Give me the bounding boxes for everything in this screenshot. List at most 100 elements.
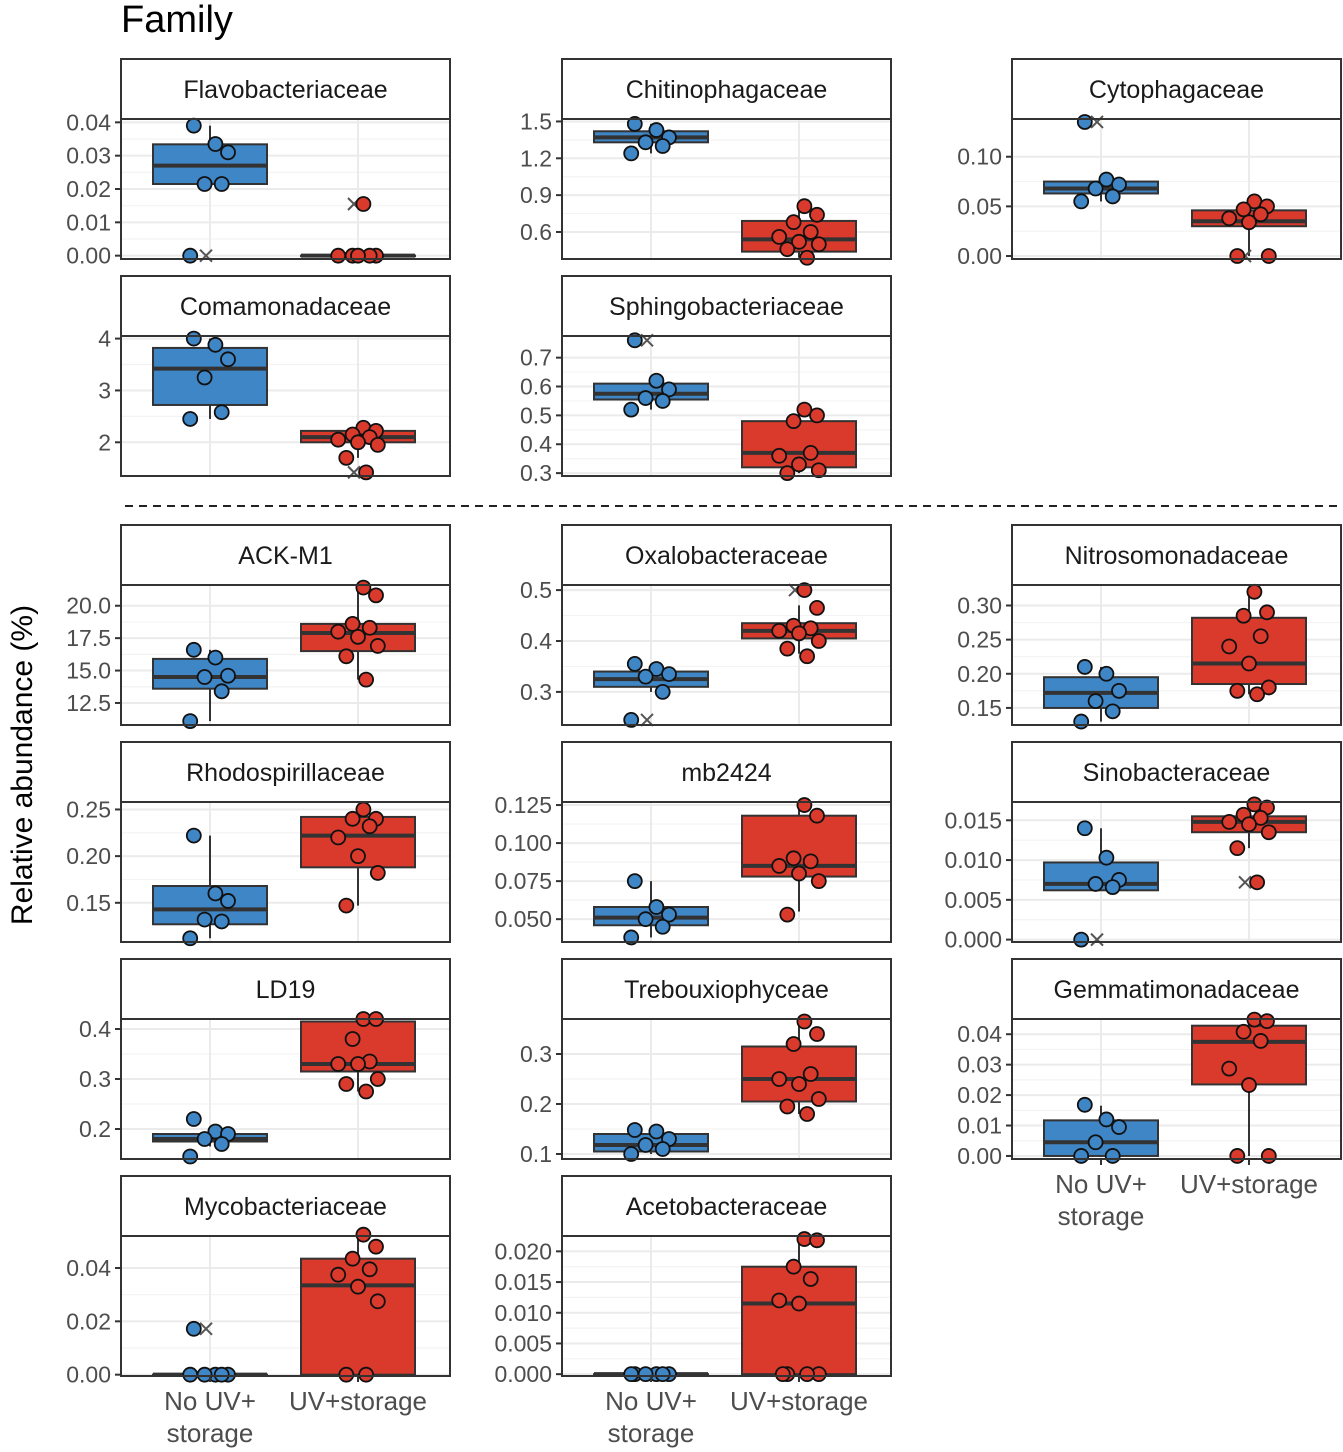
y-tick-label: 0.02: [66, 176, 111, 202]
data-point: [623, 712, 640, 728]
data-point: [1076, 1096, 1093, 1113]
data-point: [802, 853, 819, 870]
plot-background: [562, 585, 891, 725]
data-point: [626, 656, 643, 672]
x-tick-label: storage: [608, 1418, 695, 1448]
y-tick-label: 0.15: [957, 695, 1002, 721]
y-tick-label: 0.6: [520, 219, 552, 245]
facet-title: mb2424: [681, 759, 771, 787]
facet-panel: Trebouxiophyceae 0.1 0.2 0.3: [520, 958, 892, 1167]
y-tick-label: 0.04: [66, 1255, 111, 1281]
data-point: [350, 1056, 366, 1072]
data-point: [369, 1071, 386, 1087]
y-tick-label: 0.3: [520, 1041, 552, 1067]
x-tick-label: UV+storage: [730, 1386, 868, 1416]
data-point: [771, 858, 788, 874]
data-point: [1073, 713, 1090, 730]
data-point: [207, 136, 224, 152]
data-point: [1073, 931, 1090, 948]
data-point: [626, 116, 643, 132]
panel-border: [1011, 1018, 1342, 1160]
y-tick-label: 0.02: [66, 1308, 111, 1334]
data-point: [1252, 206, 1269, 223]
facet-title: ACK-M1: [238, 542, 332, 570]
data-point: [810, 462, 827, 479]
data-point: [1229, 1148, 1246, 1164]
y-axis-label: Relative abundance (%): [6, 605, 39, 925]
y-tick-label: 0.03: [66, 143, 111, 169]
y-tick-label: 0.000: [944, 927, 1002, 953]
y-tick-label: 0.4: [79, 1016, 111, 1042]
facet-panel: Sinobacteraceae 0.000 0.005 0.010 0.015: [944, 741, 1342, 953]
data-point: [1087, 693, 1104, 709]
data-point: [369, 436, 386, 453]
data-point: [1260, 248, 1277, 264]
data-point: [1087, 1134, 1104, 1151]
data-point: [1098, 665, 1115, 682]
data-point: [654, 393, 671, 409]
box: [1191, 616, 1307, 686]
data-point: [330, 623, 347, 640]
data-point: [661, 666, 677, 682]
data-point: [196, 369, 213, 386]
data-point: [1241, 1077, 1257, 1093]
data-point: [1111, 682, 1127, 699]
data-point: [1241, 214, 1257, 231]
facet-title: Sinobacteraceae: [1083, 759, 1271, 787]
data-point: [637, 1137, 654, 1153]
data-point: [799, 648, 815, 665]
data-point: [361, 619, 378, 636]
facet-title: Trebouxiophyceae: [624, 976, 829, 1004]
facet-strip: [120, 1175, 451, 1237]
data-point: [1104, 1148, 1121, 1164]
data-point: [791, 625, 807, 642]
data-point: [810, 873, 827, 890]
data-point: [1229, 248, 1246, 264]
data-point: [1241, 816, 1257, 833]
data-point: [802, 224, 819, 240]
data-point: [368, 1238, 384, 1255]
facet-panel: ACK-M1 12.5 15.0 17.5 20.0: [66, 524, 451, 730]
facet-strip: [561, 524, 892, 586]
data-point: [1252, 628, 1269, 645]
data-point: [1260, 679, 1277, 696]
panel-border: [120, 801, 451, 943]
data-point: [185, 1320, 202, 1337]
box: [741, 1265, 857, 1376]
data-point: [809, 807, 825, 824]
data-point: [182, 713, 199, 730]
panel-border: [1011, 118, 1342, 260]
y-tick-label: 0.02: [957, 1082, 1002, 1108]
y-tick-label: 0.2: [520, 1091, 552, 1117]
data-point: [1221, 638, 1238, 655]
data-point: [182, 411, 199, 427]
data-point: [350, 628, 366, 645]
y-tick-label: 0.6: [520, 374, 552, 400]
panel-border: [120, 1018, 451, 1160]
data-point: [785, 1258, 802, 1275]
y-tick-label: 0.01: [957, 1113, 1002, 1139]
data-point: [779, 1098, 796, 1115]
data-point: [330, 431, 347, 448]
data-point: [369, 638, 386, 654]
y-tick-label: 12.5: [66, 690, 111, 716]
data-point: [648, 899, 665, 915]
data-point: [809, 206, 825, 223]
y-tick-label: 0.00: [66, 1362, 111, 1388]
data-point: [1104, 703, 1121, 720]
data-point: [623, 1366, 640, 1383]
panel-border: [561, 118, 892, 260]
facet-title: Cytophagaceae: [1089, 76, 1264, 104]
data-point: [771, 1071, 788, 1087]
data-point: [771, 228, 788, 245]
data-point: [220, 351, 236, 368]
data-point: [648, 1123, 665, 1140]
data-point: [185, 827, 202, 844]
facet-strip: [1011, 524, 1342, 586]
figure-title: Family: [121, 0, 233, 41]
data-point: [1260, 824, 1277, 841]
y-tick-label: 0.25: [66, 796, 111, 822]
data-point: [809, 600, 825, 616]
data-point: [796, 198, 813, 215]
y-tick-label: 0.100: [494, 830, 552, 856]
